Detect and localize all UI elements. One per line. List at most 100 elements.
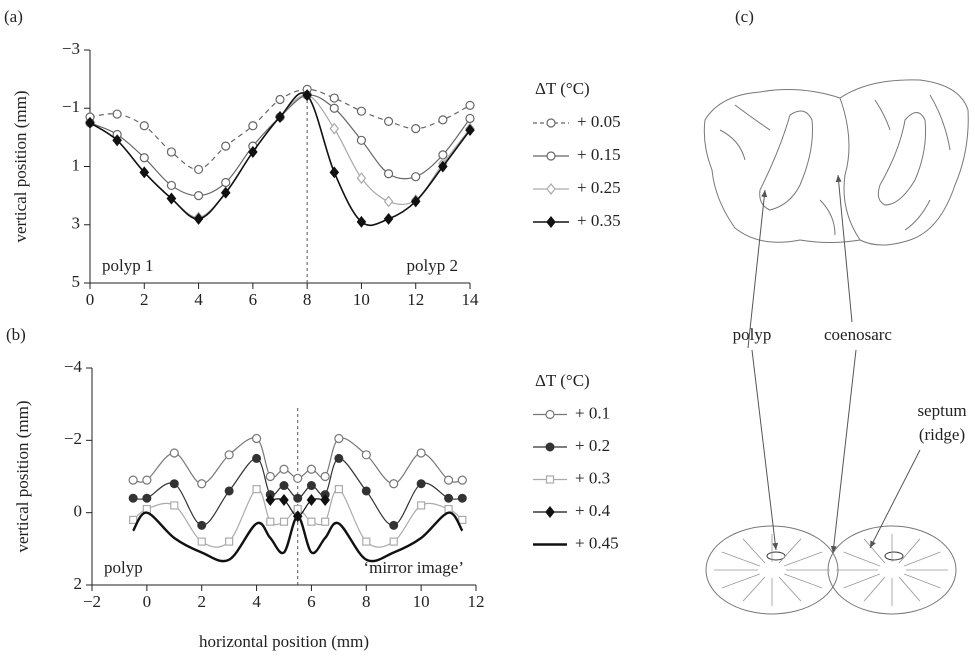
legend-marker [545, 475, 555, 484]
point [166, 147, 177, 157]
point [197, 520, 207, 530]
legend-label: + 0.25 [577, 178, 621, 197]
y-tick-label: 5 [72, 272, 81, 291]
point [193, 191, 204, 201]
point [197, 537, 206, 546]
point [265, 494, 276, 506]
point [279, 464, 289, 474]
point [465, 113, 475, 124]
legend-label: + 0.2 [575, 436, 610, 455]
point [139, 121, 149, 131]
legend-title: ΔT (°C) [535, 79, 590, 98]
point [356, 135, 367, 145]
septum-line [898, 576, 921, 602]
mouth [884, 551, 904, 561]
point [389, 520, 399, 530]
y-tick-label: −2 [64, 429, 82, 448]
legend-marker [546, 118, 556, 128]
series-line [132, 511, 464, 563]
point [128, 493, 138, 503]
point [443, 475, 454, 485]
legend-label: + 0.1 [575, 403, 610, 422]
point [356, 106, 367, 116]
point [410, 195, 421, 208]
legend-label: + 0.35 [577, 211, 621, 230]
point [356, 215, 367, 228]
coral-top-outline [703, 79, 969, 246]
point [417, 501, 426, 510]
point [465, 124, 475, 137]
point [248, 121, 258, 131]
y-tick-label: −4 [64, 357, 83, 376]
septum-line [863, 576, 886, 602]
arrow [830, 349, 857, 554]
polyp-outline [759, 110, 813, 211]
annotation: polyp 1 [102, 256, 153, 275]
x-tick-label: 2 [197, 592, 206, 611]
x-tick-label: 2 [140, 290, 149, 309]
y-axis-label: vertical position (mm) [11, 90, 30, 242]
point [128, 475, 138, 485]
point [85, 116, 95, 129]
septum-line [742, 538, 766, 564]
point [438, 115, 448, 125]
point [416, 448, 426, 458]
x-tick-label: 6 [249, 290, 258, 309]
legend-label: + 0.05 [577, 112, 621, 131]
lobe-divider [839, 97, 861, 241]
point [306, 464, 317, 474]
point [266, 517, 275, 526]
point [252, 485, 261, 494]
x-tick-label: −2 [83, 592, 101, 611]
x-tick-label: 10 [353, 290, 370, 309]
point [306, 481, 316, 491]
point [275, 111, 285, 123]
x-tick-label: 12 [468, 592, 485, 611]
point [383, 195, 394, 208]
x-axis-label: horizontal position (mm) [199, 632, 369, 651]
septum-line [783, 551, 823, 567]
x-tick-label: 6 [307, 592, 316, 611]
point [329, 122, 340, 135]
point [197, 479, 207, 489]
x-tick-label: 14 [462, 290, 480, 309]
point [169, 448, 179, 458]
coral-diagram: (c) polyp coenosarc septum (ridge) [703, 7, 969, 615]
point [356, 172, 367, 185]
x-tick-label: 0 [143, 592, 152, 611]
legend-label: + 0.3 [575, 468, 610, 487]
point [112, 109, 122, 119]
legend-marker [546, 183, 556, 195]
septum-line [778, 576, 802, 602]
point [252, 453, 262, 463]
point [457, 493, 467, 503]
point [279, 481, 289, 491]
point [306, 494, 317, 506]
septum-line [903, 573, 941, 589]
point [293, 473, 303, 483]
point [225, 537, 234, 546]
point [411, 172, 421, 182]
point [320, 471, 330, 482]
point [329, 103, 339, 113]
x-tick-label: 4 [194, 290, 203, 309]
point [139, 166, 150, 179]
point [320, 494, 330, 506]
point [444, 493, 454, 503]
arrow [869, 449, 921, 549]
point [307, 517, 316, 526]
legend-marker [546, 151, 556, 161]
point [389, 479, 399, 489]
septum-line [783, 573, 823, 589]
y-axis-label: vertical position (mm) [13, 400, 32, 552]
point [334, 485, 343, 494]
panel-label: (b) [6, 325, 26, 344]
point [139, 153, 149, 163]
x-tick-label: 4 [252, 592, 261, 611]
point [334, 453, 344, 463]
y-tick-label: 2 [74, 574, 83, 593]
point [321, 517, 330, 526]
point [457, 475, 467, 485]
point [361, 486, 371, 496]
y-tick-label: −1 [62, 97, 80, 116]
